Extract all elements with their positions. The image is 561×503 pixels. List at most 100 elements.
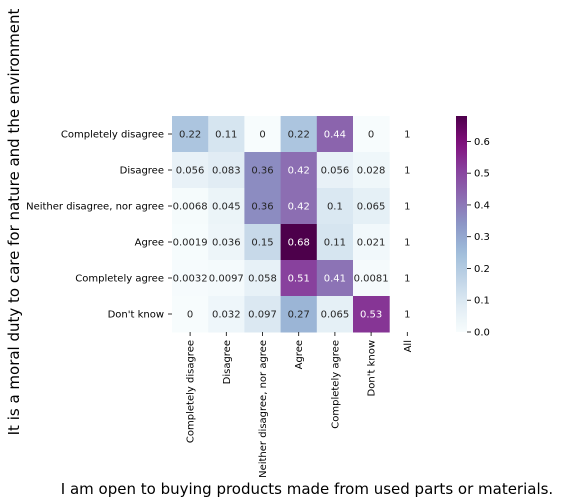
x-tick-label: Agree [294, 340, 305, 369]
heatmap-cell [353, 188, 390, 225]
heatmap-cell [280, 152, 318, 189]
cell-value-label: 0.41 [324, 274, 346, 285]
x-tick-label: Disagree [222, 340, 233, 384]
heatmap-cell [353, 224, 390, 261]
colorbar-tick-label: 0.3 [474, 232, 490, 243]
heatmap-cell [280, 188, 318, 225]
y-tick-label: Disagree [120, 166, 164, 177]
cell-value-label: 0.11 [215, 130, 237, 141]
cell-value-label: 0.056 [321, 166, 350, 177]
cell-value-label: 0.22 [288, 130, 310, 141]
heatmap-cell [172, 224, 209, 261]
x-tick-labels: Completely disagree Disagree Neither disag… [186, 332, 414, 478]
heatmap-cell [208, 224, 245, 261]
heatmap-cell [172, 296, 209, 333]
heatmap-cell [172, 260, 209, 297]
cell-value-label: 0.0081 [354, 274, 389, 285]
y-axis-title: It is a moral duty to care for nature an… [5, 9, 23, 436]
heatmap-cell [244, 224, 282, 261]
cell-value-label: 0.056 [176, 166, 205, 177]
colorbar-tick-label: 0.2 [474, 264, 490, 275]
heatmap-cell [208, 188, 245, 225]
y-tick-label: Agree [135, 238, 164, 249]
heatmap-cell-labels: 0.22 0.11 0 0.22 0.44 0 0.056 0.083 0.36 0.42 0.05… [173, 130, 389, 321]
all-column-labels: 1 1 1 1 1 1 [404, 130, 410, 321]
cell-value-label: 0.032 [212, 310, 241, 321]
cell-value-label: 0.68 [288, 238, 310, 249]
cell-value-label: 0.058 [248, 274, 277, 285]
cell-value-label: 0.44 [324, 130, 346, 141]
cell-value-label: 0.11 [324, 238, 346, 249]
x-tick-label: Neither disagree, nor agree [258, 340, 269, 478]
heatmap-cell [316, 224, 354, 261]
heatmap-cell [244, 296, 282, 333]
y-tick-label: Neither disagree, nor agree [26, 202, 164, 213]
all-column-value: 1 [404, 202, 410, 213]
cell-value-label: 0.083 [212, 166, 241, 177]
cell-value-label: 0.045 [212, 202, 241, 213]
heatmap-cell [353, 260, 390, 297]
cell-value-label: 0.065 [321, 310, 350, 321]
heatmap-cell [172, 188, 209, 225]
cell-value-label: 0.51 [288, 274, 310, 285]
cell-value-label: 0.065 [357, 202, 386, 213]
heatmap-cell [244, 152, 282, 189]
all-column-value: 1 [404, 274, 410, 285]
cell-value-label: 0.36 [251, 202, 273, 213]
cell-value-label: 0.036 [212, 238, 241, 249]
cell-value-label: 0.1 [327, 202, 343, 213]
cell-value-label: 0.42 [288, 202, 310, 213]
y-tick-label: Completely agree [75, 274, 164, 285]
y-tick-label: Don't know [108, 310, 164, 321]
heatmap-cells [172, 116, 390, 333]
heatmap-cell [208, 260, 245, 297]
heatmap-cell [208, 296, 245, 333]
cell-value-label: 0.27 [288, 310, 310, 321]
heatmap-cell [316, 296, 354, 333]
colorbar-tick-label: 0.4 [474, 200, 490, 211]
all-column-value: 1 [404, 166, 410, 177]
heatmap-cell [280, 296, 318, 333]
heatmap-cell [316, 260, 354, 297]
cell-value-label: 0.028 [357, 166, 386, 177]
heatmap-cell [316, 188, 354, 225]
all-column-value: 1 [404, 310, 410, 321]
colorbar: 0.0 0.1 0.2 0.3 0.4 0.5 0.6 [456, 116, 490, 339]
cell-value-label: 0.0097 [209, 274, 244, 285]
colorbar-tick-label: 0.1 [474, 296, 490, 307]
heatmap-cell [316, 116, 354, 153]
heatmap-cell [280, 116, 318, 153]
all-column-value: 1 [404, 130, 410, 141]
x-axis-title: I am open to buying products made from u… [61, 480, 553, 498]
heatmap-cell [172, 152, 209, 189]
y-tick-labels: Completely disagree Disagree Neither disag… [26, 130, 172, 321]
colorbar-gradient [456, 116, 467, 332]
cell-value-label: 0.097 [248, 310, 277, 321]
x-tick-label: Don't know [367, 340, 378, 396]
x-tick-label: Completely disagree [186, 340, 197, 443]
cell-value-label: 0 [368, 130, 374, 141]
cell-value-label: 0 [259, 130, 265, 141]
y-tick-label: Completely disagree [61, 130, 164, 141]
heatmap-cell [244, 116, 282, 153]
cell-value-label: 0.0068 [173, 202, 208, 213]
cell-value-label: 0.021 [357, 238, 386, 249]
heatmap-cell [244, 260, 282, 297]
heatmap-cell [280, 224, 318, 261]
cell-value-label: 0.0019 [173, 238, 208, 249]
cell-value-label: 0.22 [179, 130, 201, 141]
heatmap-cell [353, 152, 390, 189]
cell-value-label: 0 [187, 310, 193, 321]
cell-value-label: 0.53 [360, 310, 382, 321]
cell-value-label: 0.0032 [173, 274, 208, 285]
colorbar-tick-label: 0.6 [474, 137, 490, 148]
cell-value-label: 0.15 [251, 238, 273, 249]
heatmap-cell [316, 152, 354, 189]
heatmap-cell [208, 116, 245, 153]
heatmap-cell [208, 152, 245, 189]
x-tick-label: All [403, 340, 414, 352]
cell-value-label: 0.42 [288, 166, 310, 177]
heatmap-cell [172, 116, 209, 153]
colorbar-tick-label: 0.5 [474, 169, 490, 180]
